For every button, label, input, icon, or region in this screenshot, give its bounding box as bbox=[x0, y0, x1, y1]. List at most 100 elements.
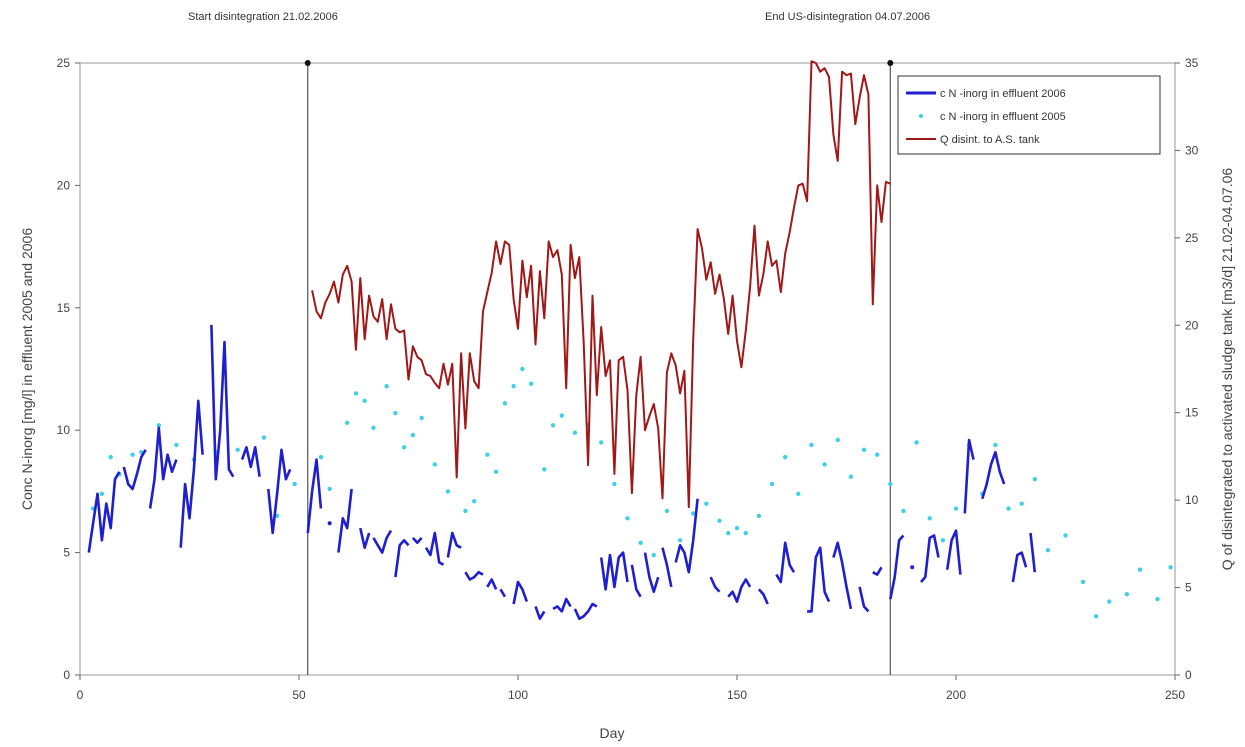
series-2005-point bbox=[677, 538, 683, 543]
series-2005-point bbox=[726, 530, 731, 536]
series-2006-line bbox=[920, 534, 940, 583]
series-2005-point bbox=[1155, 596, 1160, 602]
series-2005-point bbox=[1045, 547, 1051, 553]
x-tick-label: 50 bbox=[292, 688, 306, 702]
series-2006 bbox=[87, 324, 1037, 621]
y-right-tick-label: 20 bbox=[1185, 318, 1199, 332]
series-2006-line bbox=[512, 580, 529, 605]
legend-label-q: Q disint. to A.S. tank bbox=[940, 134, 1040, 146]
y-right-tick-label: 0 bbox=[1185, 668, 1192, 682]
series-2005-point bbox=[769, 481, 775, 487]
series-2005-point bbox=[318, 454, 324, 460]
series-2005-point bbox=[174, 442, 179, 448]
series-2005-point bbox=[502, 401, 508, 406]
series-2006-line bbox=[87, 471, 121, 553]
y-right-tick-label: 30 bbox=[1185, 143, 1199, 157]
series-2005-point bbox=[638, 540, 643, 546]
series-2005-point bbox=[756, 513, 762, 519]
series-2005-point bbox=[1032, 476, 1038, 482]
series-2005-point bbox=[651, 552, 656, 558]
series-2006-line bbox=[643, 552, 660, 594]
y-left-tick-label: 20 bbox=[57, 178, 71, 192]
series-2006-line bbox=[534, 606, 546, 621]
annotation-start: Start disintegration 21.02.2006 bbox=[188, 11, 338, 23]
series-2005-point bbox=[463, 508, 468, 514]
series-q-disint-line bbox=[311, 60, 891, 509]
series-layer bbox=[87, 60, 1173, 621]
series-2005-point bbox=[528, 381, 534, 386]
series-2006-line bbox=[573, 602, 598, 621]
y-left-tick-label: 25 bbox=[57, 56, 71, 70]
y-left-tick-label: 15 bbox=[57, 301, 71, 315]
y-left-tick-label: 0 bbox=[63, 668, 70, 682]
series-2006-point bbox=[327, 521, 332, 526]
series-2005-point bbox=[572, 430, 578, 435]
series-2005-point bbox=[612, 481, 617, 487]
series-2006-line bbox=[889, 534, 905, 600]
legend-label-2005: c N -inorg in effluent 2005 bbox=[940, 111, 1066, 123]
series-q-disint bbox=[311, 60, 891, 509]
event-lines bbox=[304, 60, 894, 675]
series-2005-point bbox=[848, 474, 854, 479]
series-2005-point bbox=[550, 423, 556, 428]
series-2005-point bbox=[953, 506, 959, 511]
series-2006-line bbox=[872, 566, 883, 576]
series-2006-line bbox=[486, 578, 498, 590]
series-2006-line bbox=[267, 448, 292, 535]
series-2006-line bbox=[179, 399, 204, 548]
legend-label-2006: c N -inorg in effluent 2006 bbox=[940, 88, 1066, 100]
series-2005-point bbox=[874, 452, 880, 457]
y-right-tick-label: 35 bbox=[1185, 56, 1199, 70]
y-right-tick-label: 10 bbox=[1185, 493, 1199, 507]
series-2005-point bbox=[940, 538, 946, 543]
series-2006-line bbox=[775, 541, 796, 584]
legend: c N -inorg in effluent 2006 c N -inorg i… bbox=[897, 75, 1161, 155]
series-2005-point bbox=[401, 445, 407, 450]
legend-swatch-2005 bbox=[919, 114, 923, 118]
series-2005-point bbox=[888, 481, 893, 487]
series-2005-point bbox=[664, 508, 670, 514]
series-2005-point bbox=[410, 432, 416, 438]
series-2005-point bbox=[520, 366, 525, 372]
series-2006-line bbox=[411, 537, 423, 545]
series-2006-line bbox=[337, 488, 353, 553]
series-2006-line bbox=[240, 445, 261, 477]
series-2005-point bbox=[1168, 565, 1173, 570]
series-2006-line bbox=[210, 324, 235, 481]
series-2006-line bbox=[981, 450, 1006, 500]
series-2005-point bbox=[393, 410, 398, 416]
series-2005-point bbox=[599, 440, 604, 445]
series-2005-point bbox=[1006, 506, 1011, 511]
series-2006-line bbox=[306, 458, 323, 534]
series-2005-point bbox=[743, 530, 748, 536]
y-left-tick-label: 5 bbox=[63, 546, 70, 560]
series-2005-point bbox=[261, 435, 267, 440]
series-2006-line bbox=[661, 547, 673, 588]
series-2006-point bbox=[910, 565, 915, 570]
series-2005-point bbox=[445, 489, 451, 494]
series-2006-line bbox=[1029, 532, 1037, 573]
series-2005-point bbox=[542, 467, 547, 472]
x-tick-label: 250 bbox=[1165, 688, 1185, 702]
series-2005-point bbox=[432, 462, 437, 467]
series-2005-point bbox=[235, 447, 240, 452]
series-2005-point bbox=[901, 508, 906, 514]
series-2005-point bbox=[691, 511, 696, 516]
series-2005-point bbox=[782, 454, 788, 460]
series-2006-line bbox=[674, 498, 699, 574]
series-2006-line bbox=[709, 576, 721, 593]
series-2006-line bbox=[122, 449, 147, 491]
series-2006-line bbox=[446, 531, 462, 558]
series-2005-point bbox=[861, 447, 867, 452]
series-2005-point bbox=[384, 383, 389, 389]
series-2005-point bbox=[371, 425, 376, 430]
series-2005-point bbox=[559, 413, 564, 418]
series-2005-point bbox=[835, 437, 840, 443]
series-2005-point bbox=[1124, 592, 1130, 597]
series-2005-point bbox=[809, 442, 814, 448]
series-2005-point bbox=[99, 491, 105, 497]
series-2005-point bbox=[734, 525, 740, 531]
x-axis-label: Day bbox=[600, 725, 625, 741]
series-2005-point bbox=[1137, 567, 1143, 572]
series-2005-point bbox=[625, 516, 630, 521]
